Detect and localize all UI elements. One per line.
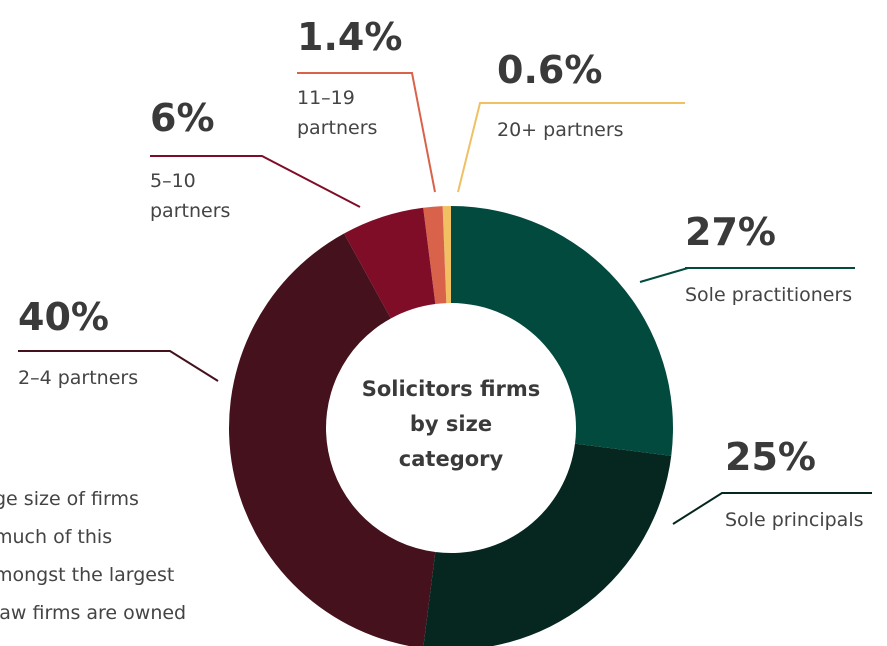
leader-line <box>639 267 689 283</box>
category-label: 2–4 partners <box>18 367 139 389</box>
donut-segment <box>229 233 436 646</box>
donut-segment <box>423 443 672 646</box>
center-text: Solicitors firms by size category <box>361 377 541 471</box>
body-text-line: mongst the largest <box>0 564 175 586</box>
value-label: 0.6% <box>497 48 603 92</box>
value-label: 40% <box>18 295 109 339</box>
donut-segment <box>451 206 673 456</box>
body-text-line: much of this <box>0 526 113 548</box>
category-label: Sole principals <box>725 509 864 531</box>
value-label: 25% <box>725 435 816 479</box>
leader-lines <box>18 72 872 525</box>
leader-line <box>672 492 872 525</box>
body-text-line: ge size of firms <box>0 488 139 510</box>
donut-segment <box>344 207 436 319</box>
value-label: 6% <box>150 96 215 140</box>
leader-line <box>18 350 219 382</box>
category-label: 20+ partners <box>497 119 624 141</box>
category-label: Sole practitioners <box>685 284 853 306</box>
category-label: 5–10 partners <box>150 170 231 222</box>
leader-line <box>150 155 361 208</box>
donut-segment <box>442 206 451 304</box>
donut-segment <box>423 206 447 304</box>
value-label: 27% <box>685 210 776 254</box>
leader-line <box>457 102 685 193</box>
body-text-line: law firms are owned <box>0 602 187 624</box>
category-label: 11–19 partners <box>297 87 378 139</box>
value-label: 1.4% <box>297 15 403 59</box>
leader-line <box>297 72 436 193</box>
